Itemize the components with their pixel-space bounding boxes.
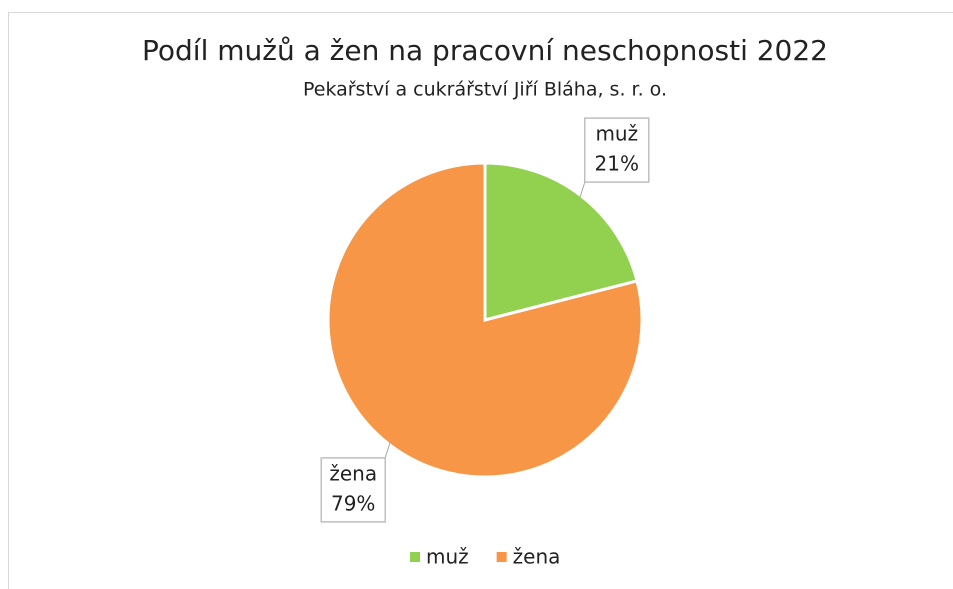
- legend-label: muž: [426, 545, 469, 569]
- chart-subtitle: Pekařství a cukrářství Jiří Bláha, s. r.…: [303, 79, 667, 101]
- leader-line: [579, 181, 586, 198]
- data-label-category: muž: [595, 122, 638, 146]
- legend-swatch: [410, 552, 420, 562]
- legend-swatch: [496, 552, 507, 562]
- leader-line: [384, 442, 391, 459]
- legend-label: žena: [513, 545, 561, 569]
- pie-slice: [483, 161, 639, 322]
- pie-slice: [326, 161, 644, 479]
- data-label-category: žena: [329, 461, 377, 485]
- data-label-box: [584, 117, 650, 183]
- data-label-value: 79%: [331, 491, 375, 515]
- data-label-box: [320, 457, 386, 523]
- chart-title: Podíl mužů a žen na pracovní neschopnost…: [142, 34, 828, 67]
- data-label-value: 21%: [595, 152, 639, 176]
